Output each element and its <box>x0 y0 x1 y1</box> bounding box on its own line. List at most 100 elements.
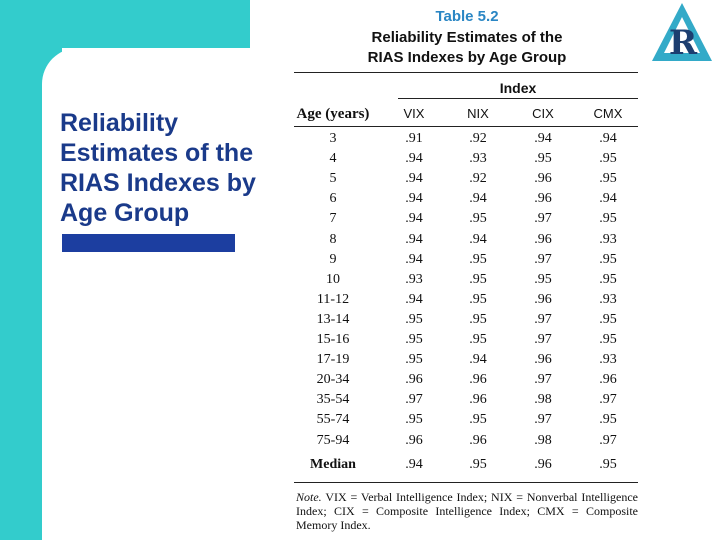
age-cell: 20-34 <box>316 372 350 387</box>
median-value: .96 <box>534 457 552 472</box>
value-cell: .97 <box>534 332 552 347</box>
value-cell: .95 <box>405 412 423 427</box>
median-value: .94 <box>405 457 423 472</box>
value-cell: .94 <box>405 252 423 267</box>
value-cell: .93 <box>599 292 617 307</box>
table-title: Reliability Estimates of the RIAS Indexe… <box>292 28 642 68</box>
value-cell: .94 <box>469 352 487 367</box>
value-cell: .95 <box>534 272 552 287</box>
age-cell: 35-54 <box>316 392 350 407</box>
value-cell: .95 <box>534 151 552 166</box>
age-cell: 4 <box>329 151 337 166</box>
value-cell: .96 <box>534 191 552 206</box>
value-cell: .94 <box>599 131 617 146</box>
table-note: Note. VIX = Verbal Intelligence Index; N… <box>296 490 638 532</box>
age-cell: 5 <box>329 171 337 186</box>
value-cell: .98 <box>534 433 552 448</box>
svg-text:R: R <box>669 23 698 63</box>
value-cell: .97 <box>534 312 552 327</box>
value-cell: .95 <box>469 292 487 307</box>
value-cell: .95 <box>405 312 423 327</box>
value-cell: .97 <box>599 433 617 448</box>
index-rule <box>398 98 638 99</box>
value-cell: .94 <box>405 151 423 166</box>
value-cell: .95 <box>469 211 487 226</box>
note-label: Note. <box>296 490 322 504</box>
value-cell: .96 <box>599 372 617 387</box>
value-cell: .91 <box>405 131 423 146</box>
value-cell: .95 <box>469 252 487 267</box>
value-cell: .96 <box>469 433 487 448</box>
age-cell: 3 <box>329 131 337 146</box>
value-cell: .94 <box>534 131 552 146</box>
value-cell: .94 <box>405 292 423 307</box>
median-label: Median <box>310 457 356 472</box>
median-value: .95 <box>599 457 617 472</box>
value-cell: .96 <box>534 171 552 186</box>
value-cell: .93 <box>599 352 617 367</box>
table-top-rule <box>294 72 638 73</box>
index-header: Index <box>499 80 537 96</box>
value-cell: .95 <box>405 352 423 367</box>
value-cell: .95 <box>599 171 617 186</box>
reliability-table: Table 5.2 Reliability Estimates of the R… <box>292 0 642 540</box>
value-cell: .95 <box>469 412 487 427</box>
value-cell: .95 <box>599 312 617 327</box>
value-cell: .94 <box>405 211 423 226</box>
median-value: .95 <box>469 457 487 472</box>
value-cell: .95 <box>599 332 617 347</box>
value-cell: .95 <box>469 272 487 287</box>
value-cell: .96 <box>405 433 423 448</box>
value-cell: .94 <box>405 191 423 206</box>
header-vix: VIX <box>403 106 425 121</box>
value-cell: .95 <box>405 332 423 347</box>
value-cell: .98 <box>534 392 552 407</box>
age-cell: 11-12 <box>316 292 350 307</box>
value-cell: .93 <box>599 232 617 247</box>
logo-icon: R <box>652 3 712 63</box>
table-title-line-2: RIAS Indexes by Age Group <box>367 49 567 66</box>
value-cell: .92 <box>469 131 487 146</box>
header-rule <box>294 126 638 127</box>
value-cell: .95 <box>469 312 487 327</box>
age-cell: 10 <box>326 272 340 287</box>
value-cell: .95 <box>599 412 617 427</box>
value-cell: .93 <box>405 272 423 287</box>
value-cell: .95 <box>469 332 487 347</box>
value-cell: .95 <box>599 151 617 166</box>
value-cell: .96 <box>405 372 423 387</box>
age-cell: 8 <box>329 232 337 247</box>
age-cell: 55-74 <box>316 412 350 427</box>
age-cell: 9 <box>329 252 337 267</box>
value-cell: .94 <box>405 232 423 247</box>
value-cell: .97 <box>534 211 552 226</box>
top-accent-band <box>0 0 250 48</box>
age-cell: 15-16 <box>316 332 350 347</box>
value-cell: .97 <box>534 412 552 427</box>
value-cell: .94 <box>599 191 617 206</box>
age-cell: 75-94 <box>316 433 350 448</box>
value-cell: .96 <box>469 392 487 407</box>
value-cell: .95 <box>599 211 617 226</box>
age-cell: 6 <box>329 191 337 206</box>
value-cell: .96 <box>534 352 552 367</box>
value-cell: .94 <box>405 171 423 186</box>
age-cell: 7 <box>329 211 337 226</box>
age-cell: 17-19 <box>316 352 350 367</box>
slide-title: Reliability Estimates of the RIAS Indexe… <box>60 109 256 227</box>
value-cell: .95 <box>599 272 617 287</box>
value-cell: .94 <box>469 191 487 206</box>
header-nix: NIX <box>467 106 489 121</box>
note-text: VIX = Verbal Intelligence Index; NIX = N… <box>296 490 638 532</box>
value-cell: .93 <box>469 151 487 166</box>
table-label: Table 5.2 <box>435 8 499 25</box>
value-cell: .97 <box>405 392 423 407</box>
header-cix: CIX <box>532 106 554 121</box>
value-cell: .97 <box>534 372 552 387</box>
content-panel <box>42 48 342 540</box>
table-bottom-rule <box>294 482 638 483</box>
value-cell: .94 <box>469 232 487 247</box>
title-underline-bar <box>62 234 235 252</box>
value-cell: .97 <box>534 252 552 267</box>
value-cell: .96 <box>534 232 552 247</box>
